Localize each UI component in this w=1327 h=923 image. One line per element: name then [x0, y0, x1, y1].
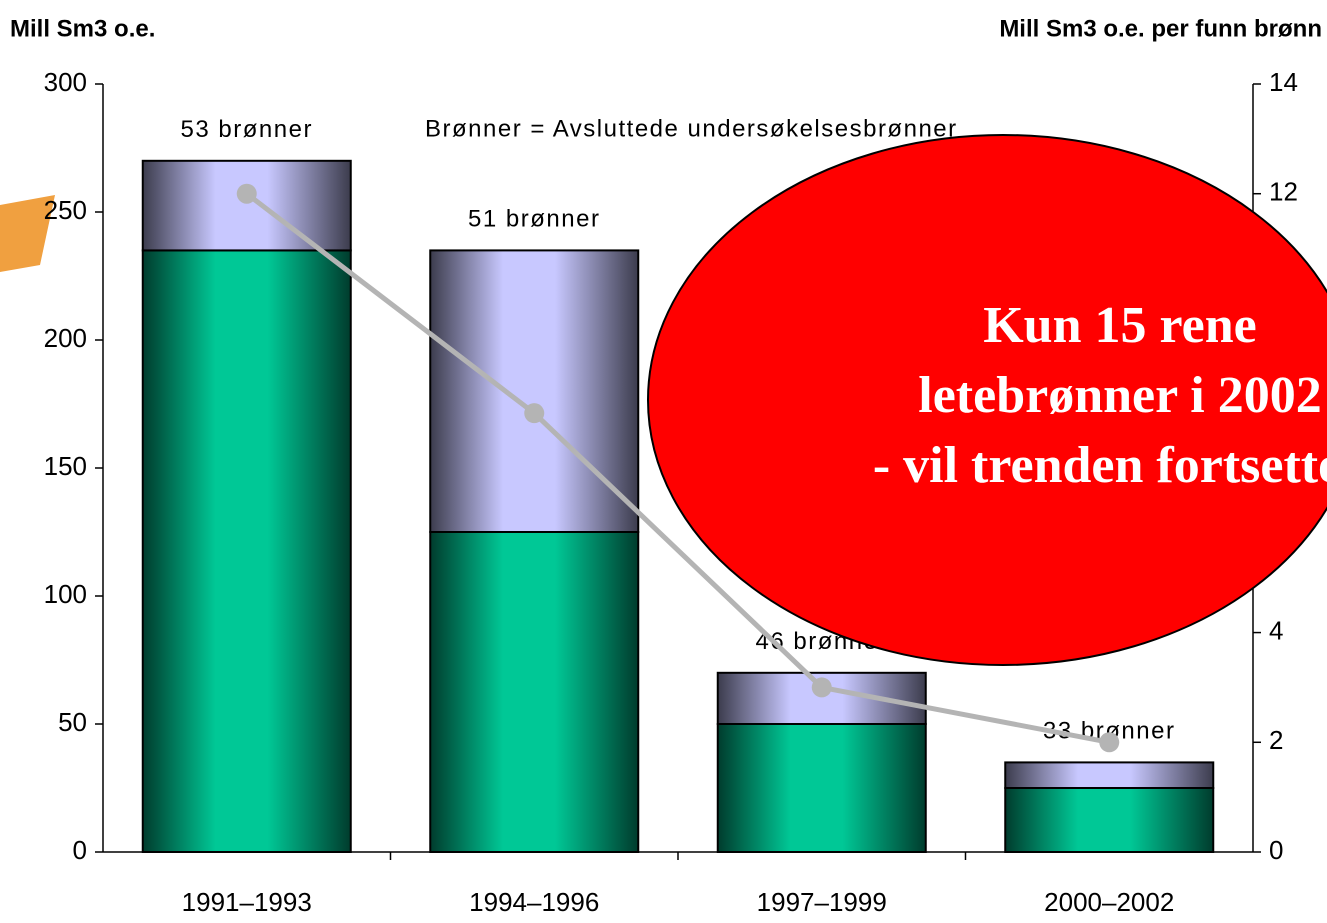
y-tick-label: 250 [44, 195, 87, 225]
y-tick-label: 50 [58, 707, 87, 737]
line-series [245, 191, 1110, 745]
y2-tick-label: 0 [1269, 835, 1283, 865]
bar-segment [429, 531, 640, 853]
y2-tick-label: 14 [1269, 67, 1298, 97]
callout-text: letebrønner i 2002 [918, 367, 1321, 424]
bar-segment [1004, 761, 1215, 790]
line-marker [524, 403, 545, 424]
bar-annotation: 53 brønner [181, 116, 313, 143]
x-tick-label: 1994–1996 [469, 887, 599, 917]
y-tick-label: 100 [44, 579, 87, 609]
annotation: Brønner = Avsluttede undersøkelsesbrønne… [425, 115, 958, 142]
y-tick-label: 300 [44, 67, 87, 97]
decoration [0, 195, 55, 272]
bar-segment [1004, 787, 1215, 853]
line-marker [1099, 732, 1120, 753]
y-axis-title: Mill Sm3 o.e. [10, 15, 155, 42]
line-marker [236, 183, 257, 204]
y-tick-label: 200 [44, 323, 87, 353]
y2-tick-label: 12 [1269, 177, 1298, 207]
y-tick-label: 0 [73, 835, 87, 865]
y-tick-label: 150 [44, 451, 87, 481]
callout-text: Kun 15 rene [983, 297, 1257, 354]
callout [647, 134, 1327, 666]
bar-segment [716, 723, 927, 853]
line-marker [811, 677, 832, 698]
bar-segment [141, 159, 352, 252]
bar-segment [141, 249, 352, 853]
x-tick-label: 1991–1993 [182, 887, 312, 917]
callout-text: - vil trenden fortsette? [873, 437, 1327, 494]
x-tick-label: 1997–1999 [757, 887, 887, 917]
y2-tick-label: 2 [1269, 725, 1283, 755]
x-tick-label: 2000–2002 [1044, 887, 1174, 917]
bar-annotation: 51 brønner [468, 206, 600, 233]
bar-segment [429, 249, 640, 533]
y2-tick-label: 4 [1269, 615, 1283, 645]
y2-axis-title: Mill Sm3 o.e. per funn brønn [999, 15, 1322, 42]
